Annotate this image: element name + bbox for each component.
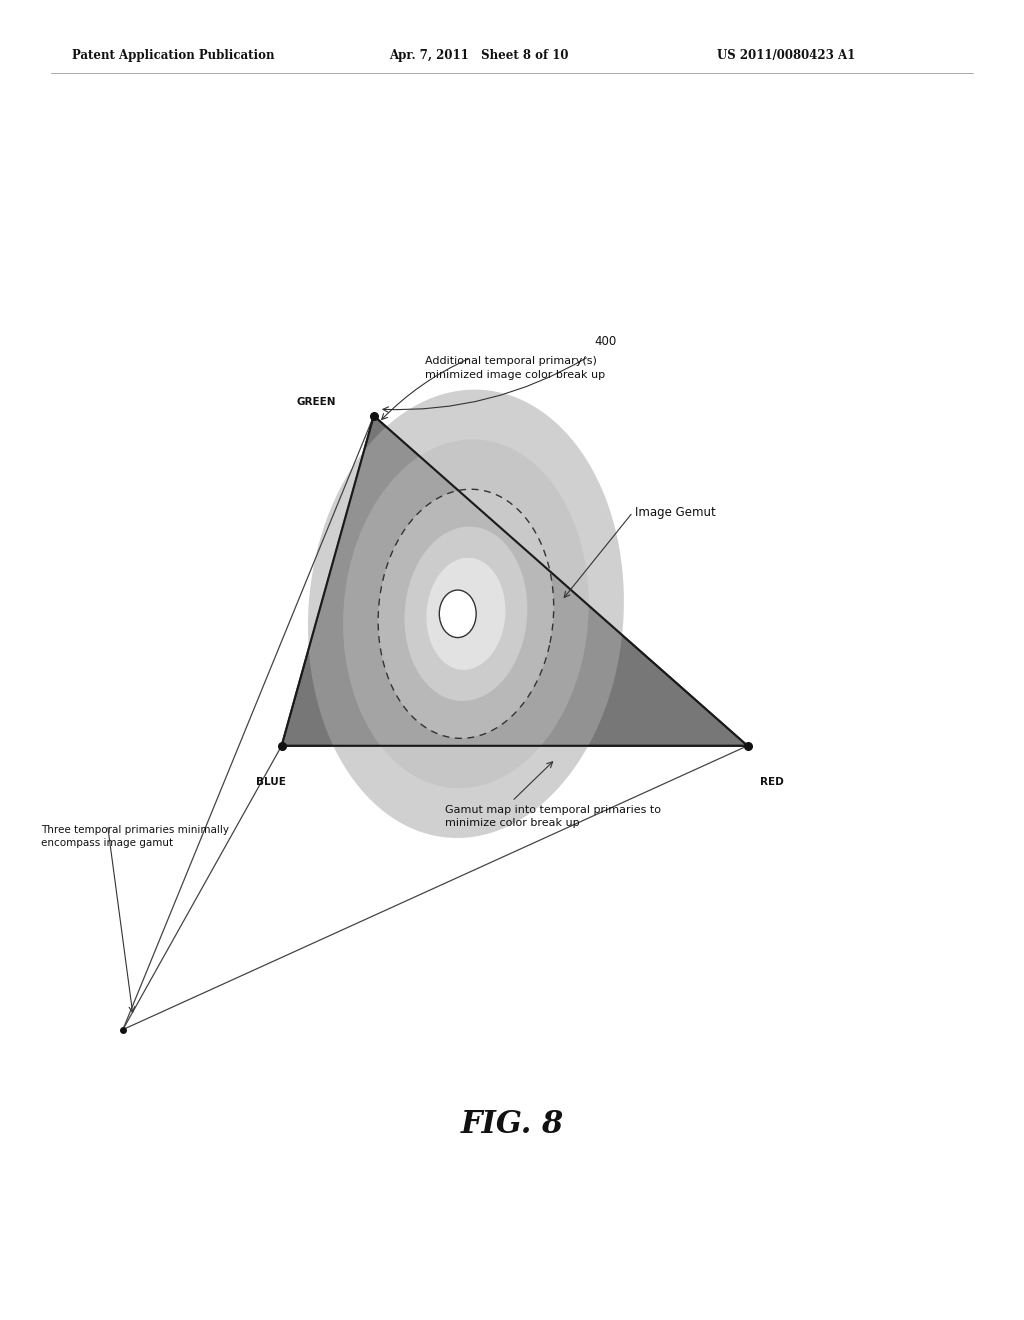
Text: Three temporal primaries minimally
encompass image gamut: Three temporal primaries minimally encom… (41, 825, 229, 849)
Text: RED: RED (760, 777, 783, 788)
Ellipse shape (404, 527, 527, 701)
Ellipse shape (378, 490, 554, 738)
Text: 400: 400 (594, 335, 616, 348)
Text: BLUE: BLUE (256, 777, 286, 788)
Text: Gamut map into temporal primaries to
minimize color break up: Gamut map into temporal primaries to min… (445, 805, 662, 829)
Ellipse shape (308, 389, 624, 838)
Ellipse shape (426, 558, 506, 669)
Text: Apr. 7, 2011   Sheet 8 of 10: Apr. 7, 2011 Sheet 8 of 10 (389, 49, 568, 62)
Ellipse shape (343, 440, 589, 788)
Text: Image Gemut: Image Gemut (635, 506, 716, 519)
Text: Patent Application Publication: Patent Application Publication (72, 49, 274, 62)
Text: US 2011/0080423 A1: US 2011/0080423 A1 (717, 49, 855, 62)
Circle shape (439, 590, 476, 638)
Text: GREEN: GREEN (297, 397, 337, 408)
Text: Additional temporal primary(s)
minimized image color break up: Additional temporal primary(s) minimized… (425, 356, 605, 380)
Text: FIG. 8: FIG. 8 (461, 1109, 563, 1140)
Polygon shape (282, 416, 748, 746)
